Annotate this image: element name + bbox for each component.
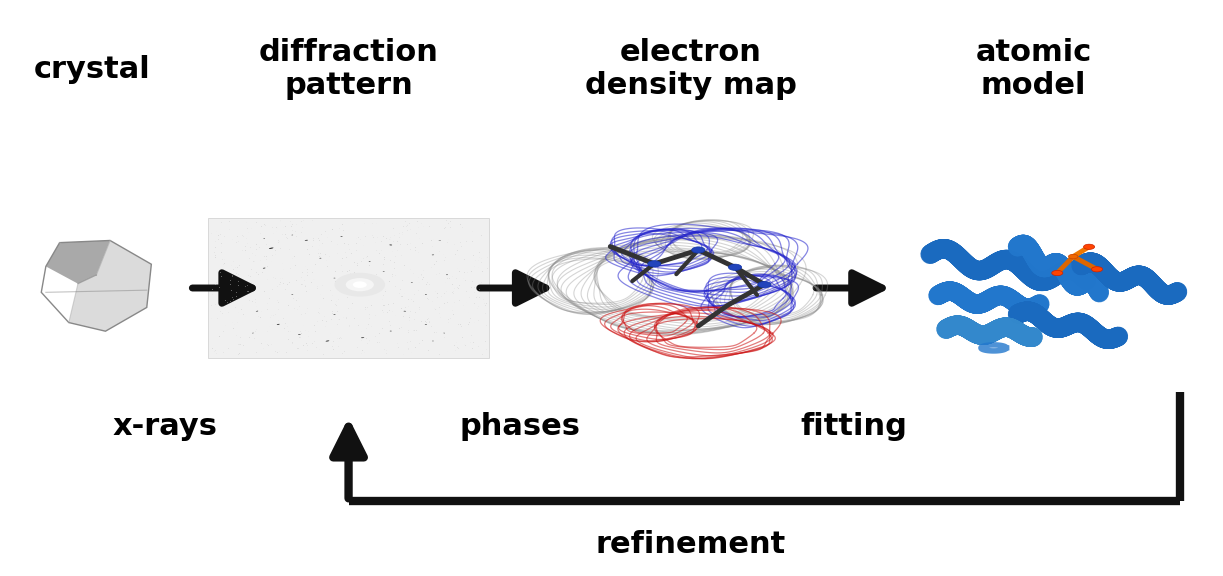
Circle shape bbox=[1052, 270, 1063, 276]
Ellipse shape bbox=[334, 314, 335, 315]
Ellipse shape bbox=[319, 258, 322, 259]
Ellipse shape bbox=[446, 274, 448, 275]
Ellipse shape bbox=[368, 261, 371, 262]
Ellipse shape bbox=[361, 337, 364, 338]
Ellipse shape bbox=[404, 311, 406, 312]
Text: crystal: crystal bbox=[33, 55, 150, 84]
Circle shape bbox=[648, 261, 660, 267]
Text: atomic
model: atomic model bbox=[975, 38, 1092, 100]
Ellipse shape bbox=[249, 284, 251, 285]
Circle shape bbox=[1084, 244, 1095, 249]
Circle shape bbox=[1091, 267, 1103, 272]
Circle shape bbox=[334, 273, 385, 297]
Ellipse shape bbox=[252, 333, 253, 334]
Polygon shape bbox=[46, 241, 110, 284]
Ellipse shape bbox=[340, 236, 342, 237]
Ellipse shape bbox=[389, 244, 393, 245]
Circle shape bbox=[346, 278, 374, 291]
Ellipse shape bbox=[325, 340, 329, 342]
Circle shape bbox=[758, 282, 770, 287]
Ellipse shape bbox=[298, 334, 301, 335]
Text: x-rays: x-rays bbox=[113, 412, 218, 441]
Text: diffraction
pattern: diffraction pattern bbox=[258, 38, 439, 100]
Text: electron
density map: electron density map bbox=[585, 38, 797, 100]
Ellipse shape bbox=[256, 310, 258, 312]
Ellipse shape bbox=[269, 248, 274, 249]
Text: phases: phases bbox=[460, 412, 580, 441]
Ellipse shape bbox=[424, 324, 427, 325]
Text: fitting: fitting bbox=[800, 412, 907, 441]
Circle shape bbox=[1069, 255, 1077, 259]
Ellipse shape bbox=[424, 294, 427, 295]
Circle shape bbox=[729, 264, 741, 270]
Bar bbox=[208, 218, 489, 358]
Polygon shape bbox=[68, 241, 152, 331]
Circle shape bbox=[352, 281, 367, 288]
Ellipse shape bbox=[305, 240, 308, 241]
Circle shape bbox=[692, 247, 704, 253]
Text: refinement: refinement bbox=[596, 530, 786, 559]
Ellipse shape bbox=[276, 324, 280, 325]
